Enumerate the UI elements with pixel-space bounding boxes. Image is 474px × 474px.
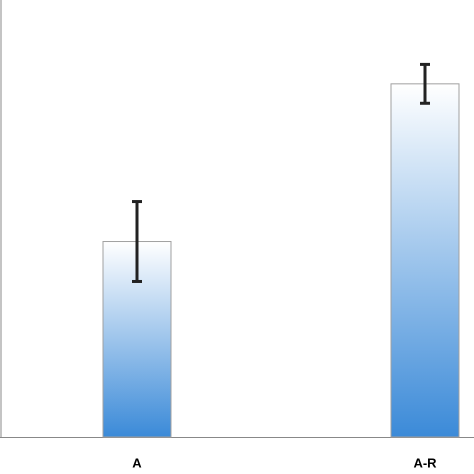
bar: [390, 83, 460, 438]
error-bar: [132, 200, 142, 283]
x-tick-label: A-R: [413, 455, 437, 470]
x-tick-label: A: [132, 455, 142, 470]
error-bar: [420, 62, 430, 105]
